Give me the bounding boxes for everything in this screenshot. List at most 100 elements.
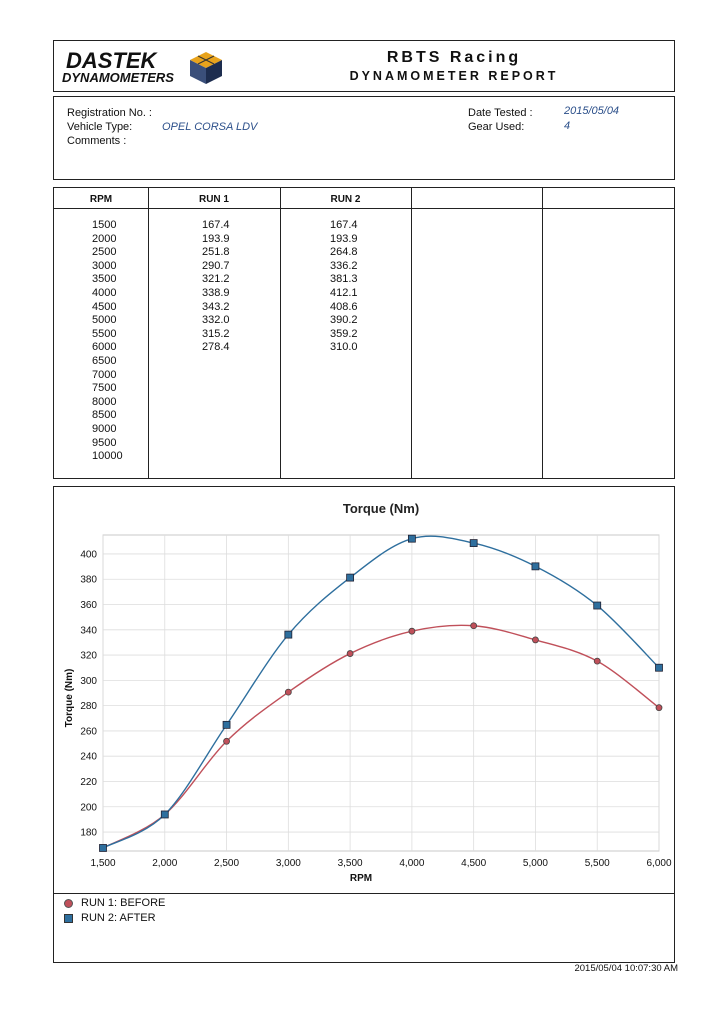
x-tick-label: 6,000 — [646, 858, 671, 869]
rpm-cell: 5000 — [92, 314, 117, 327]
torque-chart-box: 180 200 220 240 260 280 300 320 340 360 380 400 1,50… — [53, 486, 675, 963]
run2-cell: 381.3 — [330, 273, 358, 286]
y-tick-label: 180 — [80, 828, 97, 839]
legend-run1: RUN 1: BEFORE — [64, 897, 165, 909]
run2-cell: 390.2 — [330, 314, 358, 327]
logo-cube-icon — [190, 52, 222, 84]
y-tick-label: 320 — [80, 651, 97, 662]
run1-point — [593, 657, 601, 665]
y-tick-label: 260 — [80, 726, 97, 737]
run1-cell: 193.9 — [202, 232, 230, 245]
run1-cell: 321.2 — [202, 273, 230, 286]
plot-area — [102, 534, 660, 852]
legend-run2-label: RUN 2: AFTER — [81, 912, 156, 924]
comments-label: Comments : — [67, 135, 127, 147]
run2-cell: 412.1 — [330, 286, 358, 299]
rpm-cell: 1500 — [92, 219, 117, 231]
run2-point — [222, 720, 231, 729]
x-tick-label: 3,000 — [276, 858, 301, 869]
report-subtitle: DYNAMOMETER REPORT — [349, 69, 559, 83]
series-line-2 — [102, 535, 660, 849]
torque-chart: 180 200 220 240 260 280 300 320 340 360 380 400 1,50… — [64, 501, 672, 884]
print-timestamp: 2015/05/04 10:07:30 AM — [574, 963, 678, 974]
run2-cell: 408.6 — [330, 300, 358, 313]
x-axis-label: RPM — [350, 873, 372, 884]
x-tick-label: 3,500 — [338, 858, 363, 869]
report-header: DASTEK DYNAMOMETERS RBTS Racing DYNAMOME… — [53, 40, 675, 92]
rpm-cell: 3000 — [92, 259, 117, 272]
run2-point — [284, 630, 293, 639]
rpm-cell: 7500 — [92, 382, 117, 395]
dastek-logo: DASTEK DYNAMOMETERS — [58, 46, 228, 88]
run2-point — [655, 663, 663, 672]
logo-line2: DYNAMOMETERS — [62, 70, 174, 85]
run1-point — [223, 737, 230, 745]
rpm-cell: 4000 — [92, 286, 117, 299]
rpm-cell: 7000 — [92, 368, 117, 381]
y-tick-label: 220 — [80, 777, 97, 788]
x-tick-label: 4,000 — [399, 858, 424, 869]
legend-run1-marker — [64, 898, 73, 908]
rpm-cell: 5500 — [92, 327, 117, 340]
run2-point — [469, 539, 478, 547]
vehicle-type-label: Vehicle Type: — [67, 121, 133, 133]
rpm-cell: 8000 — [92, 395, 117, 408]
rpm-cell: 9500 — [92, 436, 117, 449]
run1-cell: 343.2 — [202, 300, 230, 313]
date-tested-label: Date Tested : — [468, 107, 533, 119]
run2-point — [346, 573, 355, 582]
run2-cell: 193.9 — [330, 232, 358, 245]
run2-point — [593, 601, 602, 610]
run1-cell: 315.2 — [202, 327, 230, 340]
y-tick-label: 360 — [80, 600, 97, 611]
x-tick-label: 5,500 — [585, 858, 610, 869]
run2-column: 167.4 193.9 264.8 336.2 381.3 412.1 408.6 390.2… — [330, 219, 358, 355]
run1-cell: 332.0 — [202, 314, 230, 327]
rpm-cell: 8500 — [92, 409, 117, 422]
x-tick-label: 5,000 — [523, 858, 548, 869]
x-tick-label: 4,500 — [461, 858, 486, 869]
report-title: RBTS Racing — [386, 49, 522, 66]
rpm-cell: 3500 — [92, 273, 117, 286]
x-tick-label: 2,500 — [214, 858, 239, 869]
rpm-column: 1500 2000 2500 3000 3500 4000 4500 5000 5500 6000… — [92, 219, 123, 464]
legend-run2: RUN 2: AFTER — [64, 912, 156, 924]
run2-cell: 310.0 — [330, 341, 358, 354]
run2-cell: 264.8 — [330, 246, 358, 259]
logo-line1: DASTEK — [66, 48, 157, 73]
run2-point — [531, 562, 540, 571]
run1-point — [532, 636, 539, 644]
gear-used-value: 4 — [564, 120, 571, 132]
y-tick-label: 280 — [80, 701, 97, 712]
rpm-cell: 4500 — [92, 300, 117, 313]
run2-cell: 336.2 — [330, 259, 358, 272]
results-table: RPM RUN 1 RUN 2 1500 2000 2500 3000 3500 4000… — [53, 187, 675, 479]
rpm-cell: 10000 — [92, 450, 123, 463]
y-tick-label: 400 — [80, 549, 97, 560]
y-tick-label: 300 — [80, 676, 97, 687]
run1-point — [655, 704, 663, 712]
run2-cell: 167.4 — [330, 219, 358, 231]
run1-cell: 290.7 — [202, 259, 230, 272]
y-tick-label: 200 — [80, 802, 97, 813]
run2-point — [160, 810, 169, 819]
y-tick-label: 340 — [80, 625, 97, 636]
rpm-cell: 6000 — [92, 341, 117, 354]
run2-point — [99, 844, 107, 852]
header-rpm: RPM — [89, 194, 113, 205]
legend-run1-label: RUN 1: BEFORE — [81, 897, 166, 909]
vehicle-type-value: OPEL CORSA LDV — [162, 121, 258, 133]
run1-cell: 167.4 — [202, 219, 230, 231]
run1-cell: 278.4 — [202, 341, 230, 354]
run1-point — [470, 622, 478, 630]
series-line-1 — [102, 624, 660, 849]
rpm-cell: 2500 — [92, 246, 117, 259]
x-tick-label: 2,000 — [152, 858, 177, 869]
header-run1: RUN 1 — [198, 194, 229, 205]
legend-run2-marker — [64, 913, 73, 923]
chart-title: Torque (Nm) — [343, 501, 419, 516]
y-axis-label: Torque (Nm) — [64, 669, 75, 728]
run2-cell: 359.2 — [330, 327, 358, 340]
rpm-cell: 9000 — [92, 422, 117, 435]
y-tick-label: 240 — [80, 752, 97, 763]
